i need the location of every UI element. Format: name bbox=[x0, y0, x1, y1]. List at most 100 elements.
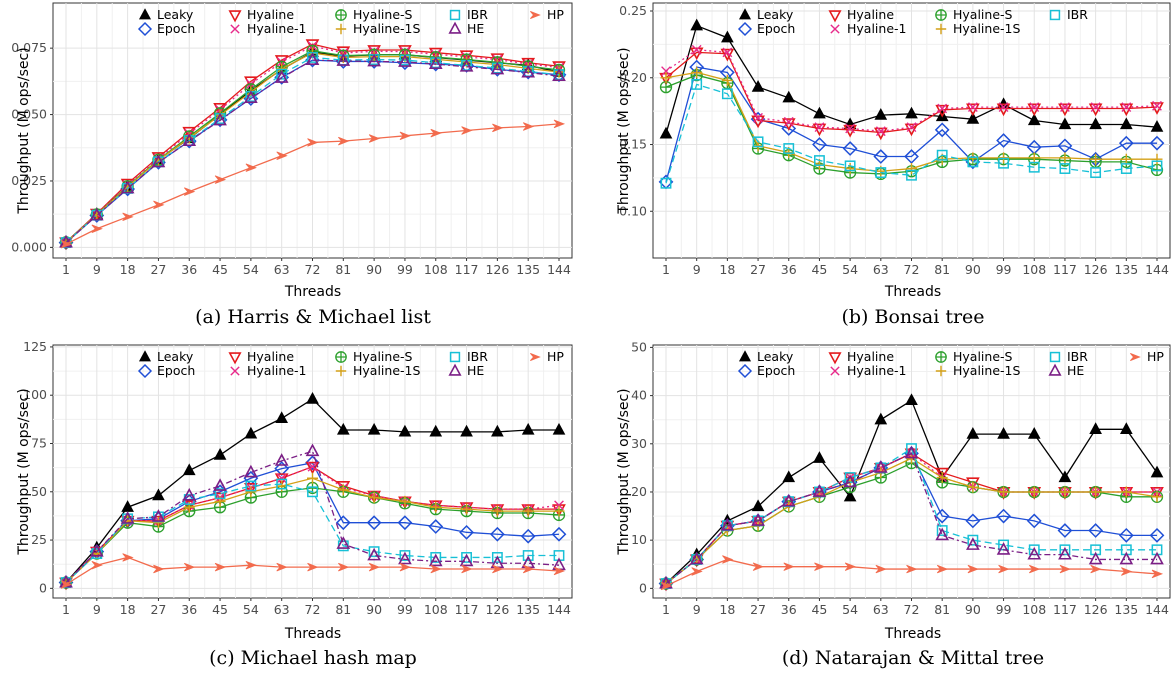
data-point bbox=[153, 200, 165, 210]
data-point bbox=[906, 169, 917, 181]
x-tick-label: 1 bbox=[662, 262, 670, 277]
legend-key bbox=[335, 351, 347, 363]
y-tick-label: 0 bbox=[39, 580, 47, 595]
data-point bbox=[245, 163, 257, 172]
data-point bbox=[490, 504, 505, 517]
x-tick-label: 18 bbox=[120, 262, 136, 277]
x-tick-label: 135 bbox=[1114, 262, 1138, 277]
data-point bbox=[274, 70, 289, 83]
legend-label: Hyaline bbox=[247, 7, 294, 22]
data-point bbox=[397, 515, 413, 531]
x-tick-label: 18 bbox=[719, 602, 735, 617]
legend-label: Hyaline-S bbox=[953, 349, 1013, 364]
data-point bbox=[1059, 163, 1071, 174]
legend-label: Hyaline-1 bbox=[247, 363, 306, 378]
y-tick-label: 0.10 bbox=[619, 203, 647, 218]
x-tick-label: 126 bbox=[485, 602, 509, 617]
legend-label: Epoch bbox=[157, 363, 195, 378]
data-point bbox=[1118, 135, 1134, 151]
data-point bbox=[244, 464, 258, 478]
data-point bbox=[1118, 527, 1134, 543]
data-point bbox=[905, 106, 918, 119]
legend-label: Hyaline-1S bbox=[353, 363, 420, 378]
data-point bbox=[60, 580, 73, 589]
data-point bbox=[967, 534, 979, 546]
legend-label: Hyaline-1 bbox=[247, 21, 306, 36]
data-point bbox=[660, 72, 672, 84]
data-point bbox=[1028, 161, 1040, 173]
data-point bbox=[722, 555, 734, 564]
legend-label: IBR bbox=[467, 7, 488, 22]
data-point bbox=[245, 560, 257, 570]
chart-panel-4: 1 9 18 27 36 45 54 63 72 81 90 99 108 117 126 135 144 0 10… bbox=[616, 339, 1171, 669]
y-tick-label: 40 bbox=[631, 388, 647, 403]
x-tick-label: 1 bbox=[662, 602, 670, 617]
data-point bbox=[522, 564, 535, 574]
legend-key bbox=[1048, 363, 1062, 376]
data-point bbox=[814, 155, 825, 166]
data-point bbox=[459, 502, 474, 515]
data-point bbox=[966, 112, 980, 124]
data-point bbox=[276, 480, 288, 492]
data-point bbox=[1028, 152, 1040, 164]
data-point bbox=[751, 80, 765, 92]
data-point bbox=[813, 451, 826, 463]
legend-label: Hyaline-S bbox=[953, 7, 1013, 22]
legend-key bbox=[935, 9, 947, 21]
legend-key bbox=[828, 10, 842, 23]
data-point bbox=[428, 519, 444, 534]
legend: Leaky Hyaline Hyaline-S IBR Epoch Hyaline-1 Hy… bbox=[737, 7, 1088, 37]
data-point bbox=[1151, 153, 1163, 165]
series-line-epoch bbox=[665, 66, 1157, 183]
data-point bbox=[845, 123, 856, 134]
data-point bbox=[689, 551, 704, 565]
data-point bbox=[751, 499, 765, 512]
x-tick-label: 54 bbox=[243, 262, 259, 277]
x-tick-label: 63 bbox=[274, 262, 290, 277]
y-tick-label: 75 bbox=[31, 435, 47, 450]
legend-label: HP bbox=[547, 349, 564, 364]
data-point bbox=[874, 412, 888, 425]
data-point bbox=[428, 553, 443, 567]
data-point bbox=[843, 474, 857, 488]
legend-key bbox=[449, 9, 461, 21]
y-tick-label: 25 bbox=[31, 532, 47, 547]
data-point bbox=[336, 422, 350, 435]
data-point bbox=[305, 443, 320, 457]
data-point bbox=[367, 53, 381, 67]
legend-key bbox=[230, 366, 240, 376]
data-point bbox=[244, 482, 258, 496]
y-tick-label: 50 bbox=[631, 339, 647, 354]
x-axis-title: Threads bbox=[284, 626, 341, 642]
data-point bbox=[996, 508, 1011, 524]
x-tick-label: 54 bbox=[842, 262, 858, 277]
x-axis-title: Threads bbox=[884, 626, 941, 642]
data-point bbox=[306, 391, 319, 404]
data-point bbox=[842, 141, 858, 156]
legend-label: HE bbox=[467, 21, 484, 36]
data-point bbox=[966, 477, 980, 491]
legend-key bbox=[738, 350, 752, 362]
y-axis-title: Throughput (M ops/sec) bbox=[16, 388, 32, 555]
data-point bbox=[906, 122, 917, 133]
data-point bbox=[307, 461, 318, 472]
data-point bbox=[1026, 513, 1042, 529]
x-tick-label: 18 bbox=[719, 262, 735, 277]
x-tick-label: 36 bbox=[181, 262, 197, 277]
data-point bbox=[1027, 113, 1041, 126]
data-point bbox=[691, 66, 703, 78]
data-point bbox=[874, 108, 888, 120]
x-tick-label: 72 bbox=[305, 262, 321, 277]
series-line-he bbox=[665, 452, 1157, 585]
data-point bbox=[553, 566, 566, 576]
legend-label: Hyaline-1S bbox=[953, 21, 1020, 36]
data-point bbox=[122, 212, 134, 222]
x-tick-label: 1 bbox=[62, 262, 70, 277]
data-point bbox=[244, 426, 258, 439]
legend-label: Hyaline bbox=[847, 7, 894, 22]
data-point bbox=[1090, 564, 1102, 574]
data-point bbox=[520, 528, 536, 544]
legend-label: Hyaline-S bbox=[353, 349, 413, 364]
data-point bbox=[720, 517, 735, 531]
data-point bbox=[1058, 546, 1072, 560]
